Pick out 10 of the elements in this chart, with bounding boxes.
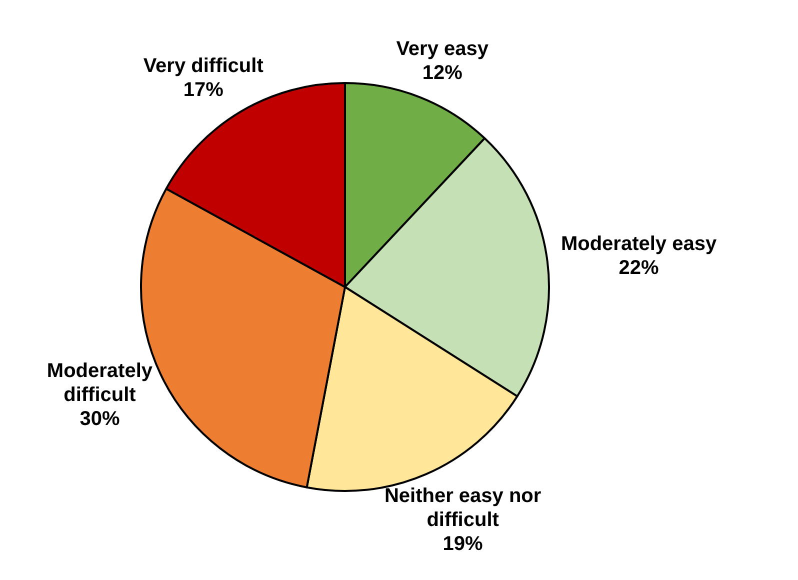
slice-label: Very difficult (143, 54, 264, 77)
data-label: 17% (183, 78, 224, 101)
slice-label: Moderately easy (560, 233, 718, 256)
slice-label: Very easy (396, 38, 490, 60)
data-label: 12% (422, 62, 463, 84)
data-label: 22% (618, 257, 659, 280)
data-label: 30% (80, 408, 120, 430)
slice-label: Moderately difficult (46, 360, 154, 406)
data-label: 19% (442, 532, 484, 555)
slice-label: Neither easy nor difficult (384, 484, 542, 531)
